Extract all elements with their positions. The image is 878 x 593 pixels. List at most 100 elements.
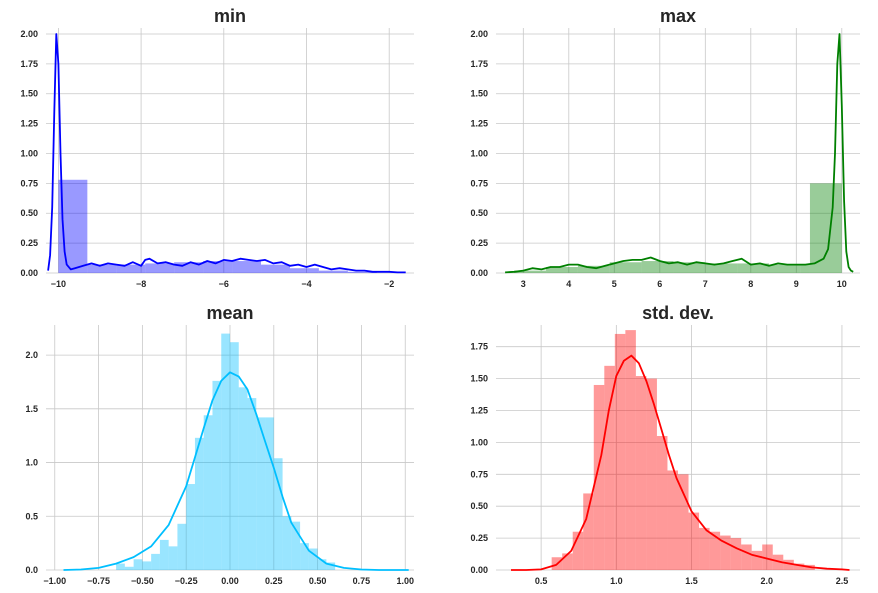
mean-hist-bar <box>256 417 266 570</box>
max-hist-bar <box>809 183 842 273</box>
min-hist-bar <box>347 271 377 273</box>
panel-std-dev: 0.5 1.0 1.5 2.0 2.5 0.00 0.25 0.50 0.75 1.00 1.25 1… <box>470 303 860 586</box>
max-xtick-label: 7 <box>703 279 708 289</box>
std-dev-ytick-label: 1.50 <box>470 374 488 384</box>
max-ytick-label: 0.00 <box>470 268 488 278</box>
mean-ytick-label: 1.0 <box>25 458 38 468</box>
mean-hist-bar <box>326 562 336 570</box>
mean-hist-bar <box>159 539 169 570</box>
std-dev-hist-bar <box>572 531 584 570</box>
mean-hist-bar <box>282 516 292 570</box>
std-dev-hist-bar <box>635 376 647 570</box>
std-dev-ytick-label: 1.00 <box>470 437 488 447</box>
max-ytick-label: 1.00 <box>470 148 488 158</box>
mean-ytick-label: 2.0 <box>25 350 38 360</box>
std-dev-hist-bar <box>678 474 689 570</box>
mean-hist-bar <box>265 417 274 570</box>
max-ytick-label: 1.25 <box>470 119 488 129</box>
max-xtick-label: 10 <box>837 279 847 289</box>
std-dev-hist-bar <box>793 563 805 570</box>
std-dev-hist-bar <box>625 330 636 570</box>
min-hist-bar <box>203 261 233 273</box>
std-dev-ytick-label: 0.75 <box>470 469 488 479</box>
min-ytick-label: 0.75 <box>20 178 38 188</box>
max-ytick-label: 0.25 <box>470 238 488 248</box>
mean-hist-bar <box>151 553 160 570</box>
mean-hist-bar <box>116 563 125 570</box>
min-xtick-label: −2 <box>384 279 394 289</box>
max-chart-title: max <box>660 6 696 26</box>
min-hist-bar <box>174 262 204 273</box>
mean-kde-line <box>63 371 409 571</box>
mean-chart-title: mean <box>206 303 253 323</box>
std-dev-chart-title: std. dev. <box>642 303 714 323</box>
mean-ytick-label: 0.0 <box>25 565 38 575</box>
std-dev-ytick-label: 0.00 <box>470 565 488 575</box>
min-hist-bar <box>87 264 117 273</box>
std-dev-xtick-label: 1.5 <box>685 576 698 586</box>
mean-hist-bar <box>212 380 222 570</box>
panel-mean: −1.00 −0.75 −0.50 −0.25 0.00 0.25 0.50 0.75 1.00… <box>25 303 414 586</box>
std-dev-hist-bar <box>783 559 794 570</box>
max-ytick-label: 0.50 <box>470 208 488 218</box>
mean-hist-bar <box>124 566 134 570</box>
max-hist-bar <box>705 263 738 273</box>
std-dev-hist-bar <box>646 378 657 570</box>
mean-hist-bar <box>221 333 230 570</box>
max-hist-bar <box>514 270 547 273</box>
min-ytick-label: 0.50 <box>20 208 38 218</box>
mean-xtick-label: −1.00 <box>43 576 66 586</box>
max-hist-bar <box>737 263 769 273</box>
mean-ytick-label: 1.5 <box>25 404 38 414</box>
panel-min: −10 −8 −6 −4 −2 0.00 0.25 0.50 0.75 1.00 1.25 1.50 1… <box>20 6 414 289</box>
mean-hist-bar <box>291 521 301 570</box>
std-dev-kde-line <box>511 354 850 571</box>
min-hist-bar <box>318 270 348 273</box>
max-hist-bar <box>800 264 810 273</box>
std-dev-xtick-label: 2.5 <box>836 576 849 586</box>
min-xtick-label: −4 <box>301 279 311 289</box>
mean-hist-bar <box>203 415 213 570</box>
max-ytick-label: 2.00 <box>470 29 488 39</box>
mean-xtick-label: 0.25 <box>265 576 283 586</box>
min-xtick-label: −8 <box>136 279 146 289</box>
max-hist-bar <box>673 262 706 273</box>
std-dev-hist-bar <box>604 365 615 570</box>
mean-xtick-label: 0.00 <box>221 576 239 586</box>
mean-xtick-label: 0.50 <box>309 576 327 586</box>
mean-hist-bar <box>317 559 327 570</box>
min-hist-bar <box>145 263 175 273</box>
mean-xtick-label: 1.00 <box>396 576 414 586</box>
std-dev-ytick-label: 1.75 <box>470 342 488 352</box>
mean-hist-bar <box>168 546 178 570</box>
mean-hist-bar <box>273 458 283 570</box>
mean-hist-bar <box>238 387 248 570</box>
std-dev-hist-bar <box>583 493 594 570</box>
std-dev-ytick-label: 1.25 <box>470 405 488 415</box>
min-ytick-label: 0.25 <box>20 238 38 248</box>
min-xtick-label: −6 <box>219 279 229 289</box>
mean-hist-bar <box>308 548 318 570</box>
max-xtick-label: 5 <box>612 279 617 289</box>
std-dev-hist-bar <box>699 527 710 570</box>
mean-hist-bar <box>177 523 187 570</box>
min-ytick-label: 1.50 <box>20 89 38 99</box>
std-dev-xtick-label: 2.0 <box>760 576 773 586</box>
max-hist-bar <box>609 262 642 273</box>
std-dev-hist-bar <box>720 535 731 570</box>
std-dev-hist-bar <box>593 384 605 570</box>
max-ytick-label: 0.75 <box>470 178 488 188</box>
min-hist-bar <box>289 268 319 273</box>
std-dev-hist-bar <box>741 544 752 570</box>
mean-xtick-label: −0.75 <box>87 576 110 586</box>
std-dev-xtick-label: 1.0 <box>610 576 623 586</box>
std-dev-ytick-label: 0.25 <box>470 533 488 543</box>
std-dev-hist-bar <box>762 544 773 570</box>
max-ytick-label: 1.50 <box>470 89 488 99</box>
mean-hist-bar <box>194 437 204 570</box>
min-hist-bar <box>232 261 262 273</box>
max-hist-bar <box>769 264 801 273</box>
max-hist-bar <box>546 267 578 273</box>
std-dev-xtick-label: 0.5 <box>535 576 548 586</box>
